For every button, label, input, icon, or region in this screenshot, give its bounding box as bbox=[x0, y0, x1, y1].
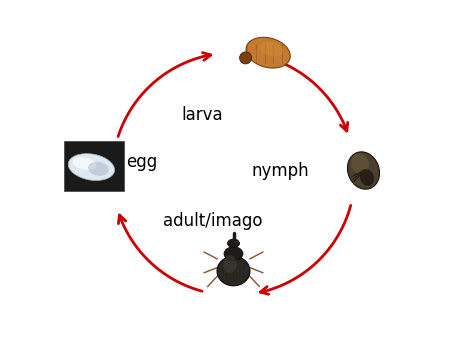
FancyBboxPatch shape bbox=[64, 141, 124, 191]
Ellipse shape bbox=[217, 256, 250, 286]
Ellipse shape bbox=[347, 152, 380, 189]
Text: adult/imago: adult/imago bbox=[163, 212, 262, 230]
Ellipse shape bbox=[223, 255, 237, 273]
Ellipse shape bbox=[246, 37, 290, 68]
Ellipse shape bbox=[68, 153, 114, 181]
Ellipse shape bbox=[224, 247, 243, 261]
Ellipse shape bbox=[351, 153, 369, 174]
Text: nymph: nymph bbox=[252, 161, 309, 180]
Text: larva: larva bbox=[182, 106, 223, 124]
Ellipse shape bbox=[88, 162, 109, 176]
Ellipse shape bbox=[360, 169, 374, 186]
Ellipse shape bbox=[227, 239, 240, 248]
Text: egg: egg bbox=[126, 153, 157, 171]
Ellipse shape bbox=[240, 52, 252, 64]
Ellipse shape bbox=[260, 42, 283, 57]
Ellipse shape bbox=[72, 157, 97, 170]
